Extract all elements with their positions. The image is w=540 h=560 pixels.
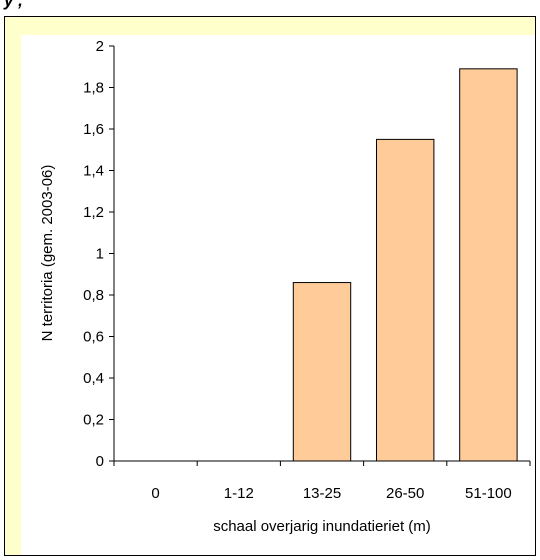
y-tick-label: 0 [96, 453, 104, 470]
y-tick-label: 0,8 [83, 287, 104, 304]
x-tick-label: 13-25 [303, 485, 341, 502]
y-axis: 0 0,2 0,4 0,6 0,8 1 1,2 1,4 1,6 1,8 2 [83, 38, 115, 470]
x-tick-label: 26-50 [386, 485, 424, 502]
bar-13-25 [292, 282, 352, 462]
x-axis-title: schaal overjarig inundatieriet (m) [213, 518, 431, 535]
y-tick-label: 2 [96, 38, 104, 55]
y-axis-title: N territoria (gem. 2003-06) [39, 165, 56, 342]
y-tick-label: 1 [96, 246, 104, 263]
y-tick-label: 1,8 [83, 80, 104, 97]
x-tick-label: 1-12 [224, 485, 254, 502]
y-tick-label: 0,4 [83, 370, 104, 387]
y-tick-label: 0,6 [83, 329, 104, 346]
y-tick-label: 1,6 [83, 121, 104, 138]
plot-area [21, 35, 535, 555]
bar-26-50 [375, 138, 435, 462]
x-tick-label: 51-100 [465, 485, 512, 502]
x-axis: 0 1-12 13-25 26-50 51-100 [113, 460, 531, 502]
bar-51-100 [459, 68, 518, 462]
y-tick-label: 0,2 [83, 412, 104, 429]
header-strip: y , [0, 0, 540, 18]
clipped-title-text: y , [4, 0, 23, 10]
bars [292, 68, 518, 462]
x-tick-label: 0 [151, 485, 159, 502]
y-tick-label: 1,2 [83, 204, 104, 221]
chart-frame [4, 16, 536, 556]
y-tick-label: 1,4 [83, 163, 104, 180]
